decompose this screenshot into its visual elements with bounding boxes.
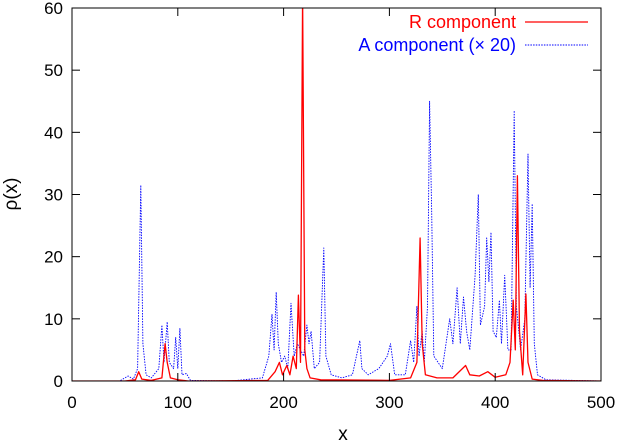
y-tick-label: 20 — [44, 248, 63, 267]
y-tick-label: 50 — [44, 61, 63, 80]
series-line-r — [72, 8, 601, 381]
plot-frame — [71, 7, 602, 382]
x-tick-label: 100 — [164, 393, 192, 412]
y-tick-label: 30 — [44, 186, 63, 205]
x-tick-label: 0 — [67, 393, 76, 412]
x-tick-label: 200 — [269, 393, 297, 412]
legend: R component A component (× 20) — [358, 12, 588, 55]
series-line-a — [72, 100, 601, 381]
axes: 0 100 200 300 400 500 0 10 20 30 40 50 60 — [44, 0, 615, 412]
x-tick-label: 400 — [481, 393, 509, 412]
x-tick-label: 300 — [375, 393, 403, 412]
x-axis-label: x — [338, 424, 348, 444]
y-tick-label: 0 — [54, 372, 63, 391]
legend-label-r: R component — [409, 12, 516, 32]
legend-label-a: A component (× 20) — [358, 35, 516, 55]
x-tick-label: 500 — [587, 393, 615, 412]
y-tick-label: 40 — [44, 123, 63, 142]
plot-marks — [72, 8, 601, 381]
y-axis-label: ρ(x) — [1, 178, 22, 211]
y-tick-label: 10 — [44, 310, 63, 329]
y-tick-label: 60 — [44, 0, 63, 18]
